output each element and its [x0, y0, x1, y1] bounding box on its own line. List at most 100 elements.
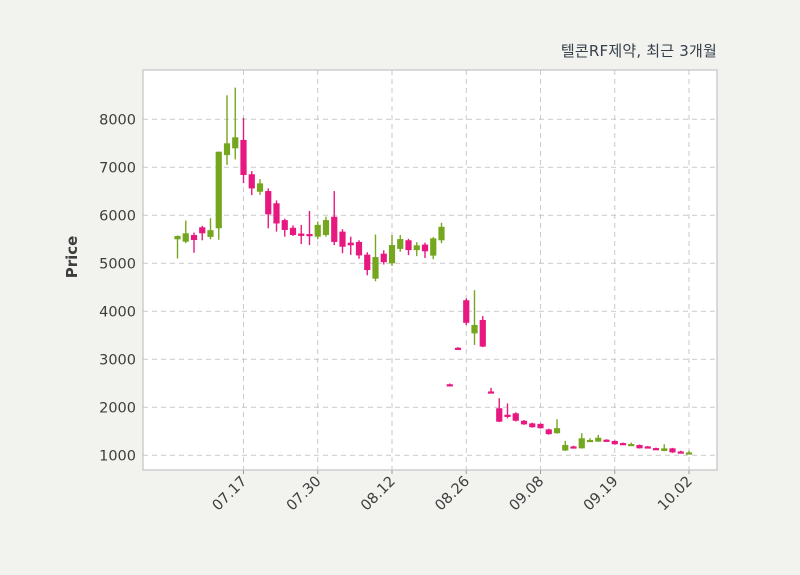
- candle-body: [619, 443, 627, 446]
- candle-up: [322, 216, 330, 237]
- candle-body: [273, 203, 280, 224]
- candle-body: [685, 452, 693, 455]
- candle-body: [355, 241, 363, 256]
- candle-body: [248, 174, 255, 189]
- candle-body: [611, 440, 618, 445]
- candle-down: [611, 440, 618, 445]
- candle-body: [586, 439, 594, 443]
- candle-down: [355, 240, 363, 259]
- candle-down: [380, 250, 387, 265]
- candle-body: [347, 242, 354, 246]
- candle-body: [487, 391, 495, 394]
- chart-title: 텔콘RF제약, 최근 3개월: [560, 42, 717, 60]
- candle-up: [438, 222, 445, 244]
- candle-down: [463, 298, 470, 325]
- candle-body: [388, 245, 396, 264]
- candle-body: [636, 444, 643, 449]
- candle-body: [438, 226, 445, 241]
- candle-body: [545, 429, 552, 435]
- candle-up: [256, 179, 264, 195]
- candle-down: [190, 232, 198, 253]
- candle-down: [339, 229, 346, 254]
- candle-down: [347, 236, 354, 255]
- candle-down: [454, 347, 462, 350]
- candle-up: [174, 235, 181, 259]
- candle-down: [520, 420, 528, 425]
- candle-body: [529, 423, 536, 428]
- candle-down: [603, 439, 610, 442]
- candle-body: [199, 227, 206, 234]
- candle-down: [331, 191, 338, 246]
- candle-body: [496, 408, 503, 422]
- y-tick-label: 7000: [99, 160, 136, 176]
- candle-body: [669, 448, 676, 453]
- plot-border: [142, 69, 718, 471]
- candle-body: [413, 245, 420, 251]
- candle-up: [661, 444, 668, 452]
- y-tick-label: 5000: [99, 256, 136, 272]
- y-tick-label: 6000: [99, 208, 136, 224]
- candle-body: [430, 238, 437, 256]
- y-axis-label: Price: [63, 235, 81, 279]
- candle-body: [553, 428, 561, 434]
- candle-body: [471, 324, 478, 334]
- candle-down: [289, 225, 297, 236]
- plot-background: [143, 70, 717, 470]
- candle-down: [281, 218, 288, 237]
- candle-down: [669, 447, 676, 453]
- candle-body: [289, 227, 297, 235]
- candle-body: [240, 139, 247, 175]
- candle-up: [562, 440, 569, 451]
- candle-up: [388, 234, 396, 266]
- candle-body: [174, 235, 181, 240]
- candle-down: [512, 412, 519, 422]
- candle-body: [380, 253, 387, 263]
- candle-down: [248, 171, 255, 196]
- candle-down: [364, 252, 371, 276]
- candle-up: [223, 95, 231, 165]
- candle-down: [570, 445, 577, 449]
- candle-down: [479, 316, 486, 348]
- candle-up: [397, 234, 404, 252]
- candle-body: [677, 451, 684, 454]
- candle-up: [182, 220, 189, 244]
- candle-body: [223, 143, 231, 156]
- candle-body: [479, 319, 486, 347]
- candle-up: [372, 234, 379, 282]
- candle-body: [520, 420, 528, 425]
- candle-body: [595, 437, 602, 442]
- candle-down: [273, 200, 280, 232]
- candle-up: [685, 450, 693, 455]
- candle-body: [661, 448, 668, 451]
- candle-down: [405, 238, 412, 256]
- candle-down: [496, 398, 503, 423]
- candle-body: [652, 448, 660, 451]
- candle-up: [586, 438, 594, 443]
- candle-body: [322, 220, 330, 235]
- candle-body: [190, 234, 198, 241]
- candle-body: [364, 254, 371, 271]
- candle-down: [619, 442, 627, 446]
- candle-body: [644, 446, 651, 449]
- candle-body: [339, 231, 346, 247]
- candle-down: [537, 423, 544, 429]
- candle-body: [504, 414, 511, 417]
- candle-down: [529, 422, 536, 428]
- candle-body: [512, 413, 519, 421]
- candle-body: [446, 384, 453, 387]
- candle-up: [578, 433, 585, 449]
- candle-body: [570, 446, 577, 449]
- candle-up: [215, 151, 222, 240]
- candle-body: [314, 224, 321, 237]
- candle-down: [644, 445, 651, 449]
- candle-up: [553, 419, 561, 434]
- candle-down: [545, 428, 552, 435]
- candle-up: [314, 221, 321, 240]
- candle-body: [463, 300, 470, 323]
- candle-down: [636, 444, 643, 449]
- candle-up: [471, 290, 478, 345]
- y-tick-label: 1000: [99, 448, 136, 464]
- candle-body: [232, 137, 239, 149]
- candle-body: [421, 244, 429, 252]
- y-tick-label: 3000: [99, 352, 136, 368]
